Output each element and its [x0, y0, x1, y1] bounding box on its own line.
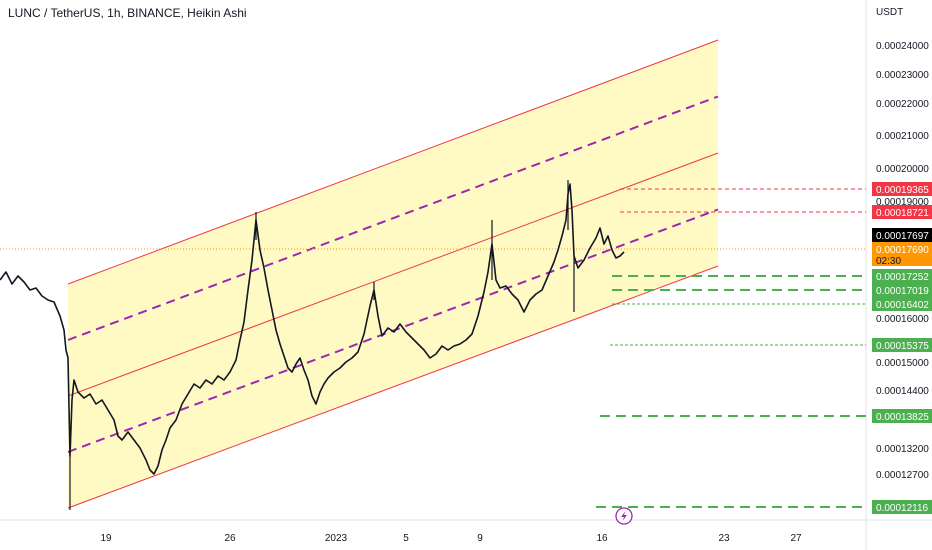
price-tag-bg	[872, 409, 932, 423]
price-tag-label: 0.00012116	[876, 503, 929, 514]
price-tag-label: 0.00017252	[876, 272, 929, 283]
x-tick-label: 2023	[325, 533, 348, 544]
y-tick-label: 0.00023000	[876, 70, 929, 81]
y-tick-label: 0.00015000	[876, 358, 929, 369]
chart-title: LUNC / TetherUS, 1h, BINANCE, Heikin Ash…	[8, 6, 247, 20]
y-tick-label: 0.00016000	[876, 314, 929, 325]
price-tag-label: 0.00016402	[876, 300, 929, 311]
price-tags: 0.00019365 0.00018721 0.00017697 0.00017690…	[872, 182, 932, 514]
price-tag-label: 0.00019365	[876, 185, 929, 196]
channel-mid-line	[67, 152, 719, 397]
price-tag-bg	[872, 297, 932, 311]
x-tick-label: 19	[100, 533, 112, 544]
x-tick-label: 5	[403, 533, 409, 544]
price-tag-bg	[872, 228, 932, 242]
price-tag-bg	[872, 242, 932, 266]
y-tick-label: 0.00019000	[876, 197, 929, 208]
axis-unit: USDT	[876, 7, 903, 18]
price-tag-label: 0.00017697	[876, 231, 929, 242]
y-tick-label: 0.00012700	[876, 470, 929, 481]
countdown-label: 02:30	[876, 256, 901, 267]
price-tag-label: 0.00013825	[876, 412, 929, 423]
x-tick-label: 26	[224, 533, 236, 544]
x-tick-label: 16	[596, 533, 608, 544]
price-tag-label: 0.00018721	[876, 208, 929, 219]
price-tag-label: 0.00015375	[876, 341, 929, 352]
y-tick-label: 0.00014400	[876, 386, 929, 397]
y-tick-label: 0.00022000	[876, 99, 929, 110]
channel-upper-line	[67, 39, 719, 285]
horizontal-levels	[596, 188, 866, 508]
lightning-icon[interactable]	[615, 507, 633, 525]
channel-lower-line	[67, 265, 719, 509]
price-axis: 0.00024000 0.00023000 0.00022000 0.00021000…	[876, 41, 929, 481]
price-tag-bg	[872, 500, 932, 514]
x-tick-label: 23	[718, 533, 730, 544]
price-tag-bg	[872, 269, 932, 283]
y-tick-label: 0.00024000	[876, 41, 929, 52]
price-tag-bg	[872, 283, 932, 297]
y-tick-label: 0.00013200	[876, 444, 929, 455]
price-line	[0, 183, 625, 475]
price-tag-label: 0.00017690	[876, 245, 929, 256]
price-tag-bg	[872, 182, 932, 196]
price-tag-bg	[872, 205, 932, 219]
x-tick-label: 27	[790, 533, 802, 544]
y-tick-label: 0.00021000	[876, 131, 929, 142]
price-tag-bg	[872, 338, 932, 352]
y-tick-label: 0.00020000	[876, 164, 929, 175]
price-tag-label: 0.00017019	[876, 286, 929, 297]
channel-quarter-upper	[67, 95, 719, 341]
regression-channel	[0, 39, 866, 509]
price-series	[0, 180, 625, 510]
x-tick-label: 9	[477, 533, 483, 544]
time-axis: 19 26 2023 5 9 16 23 27	[100, 533, 802, 544]
